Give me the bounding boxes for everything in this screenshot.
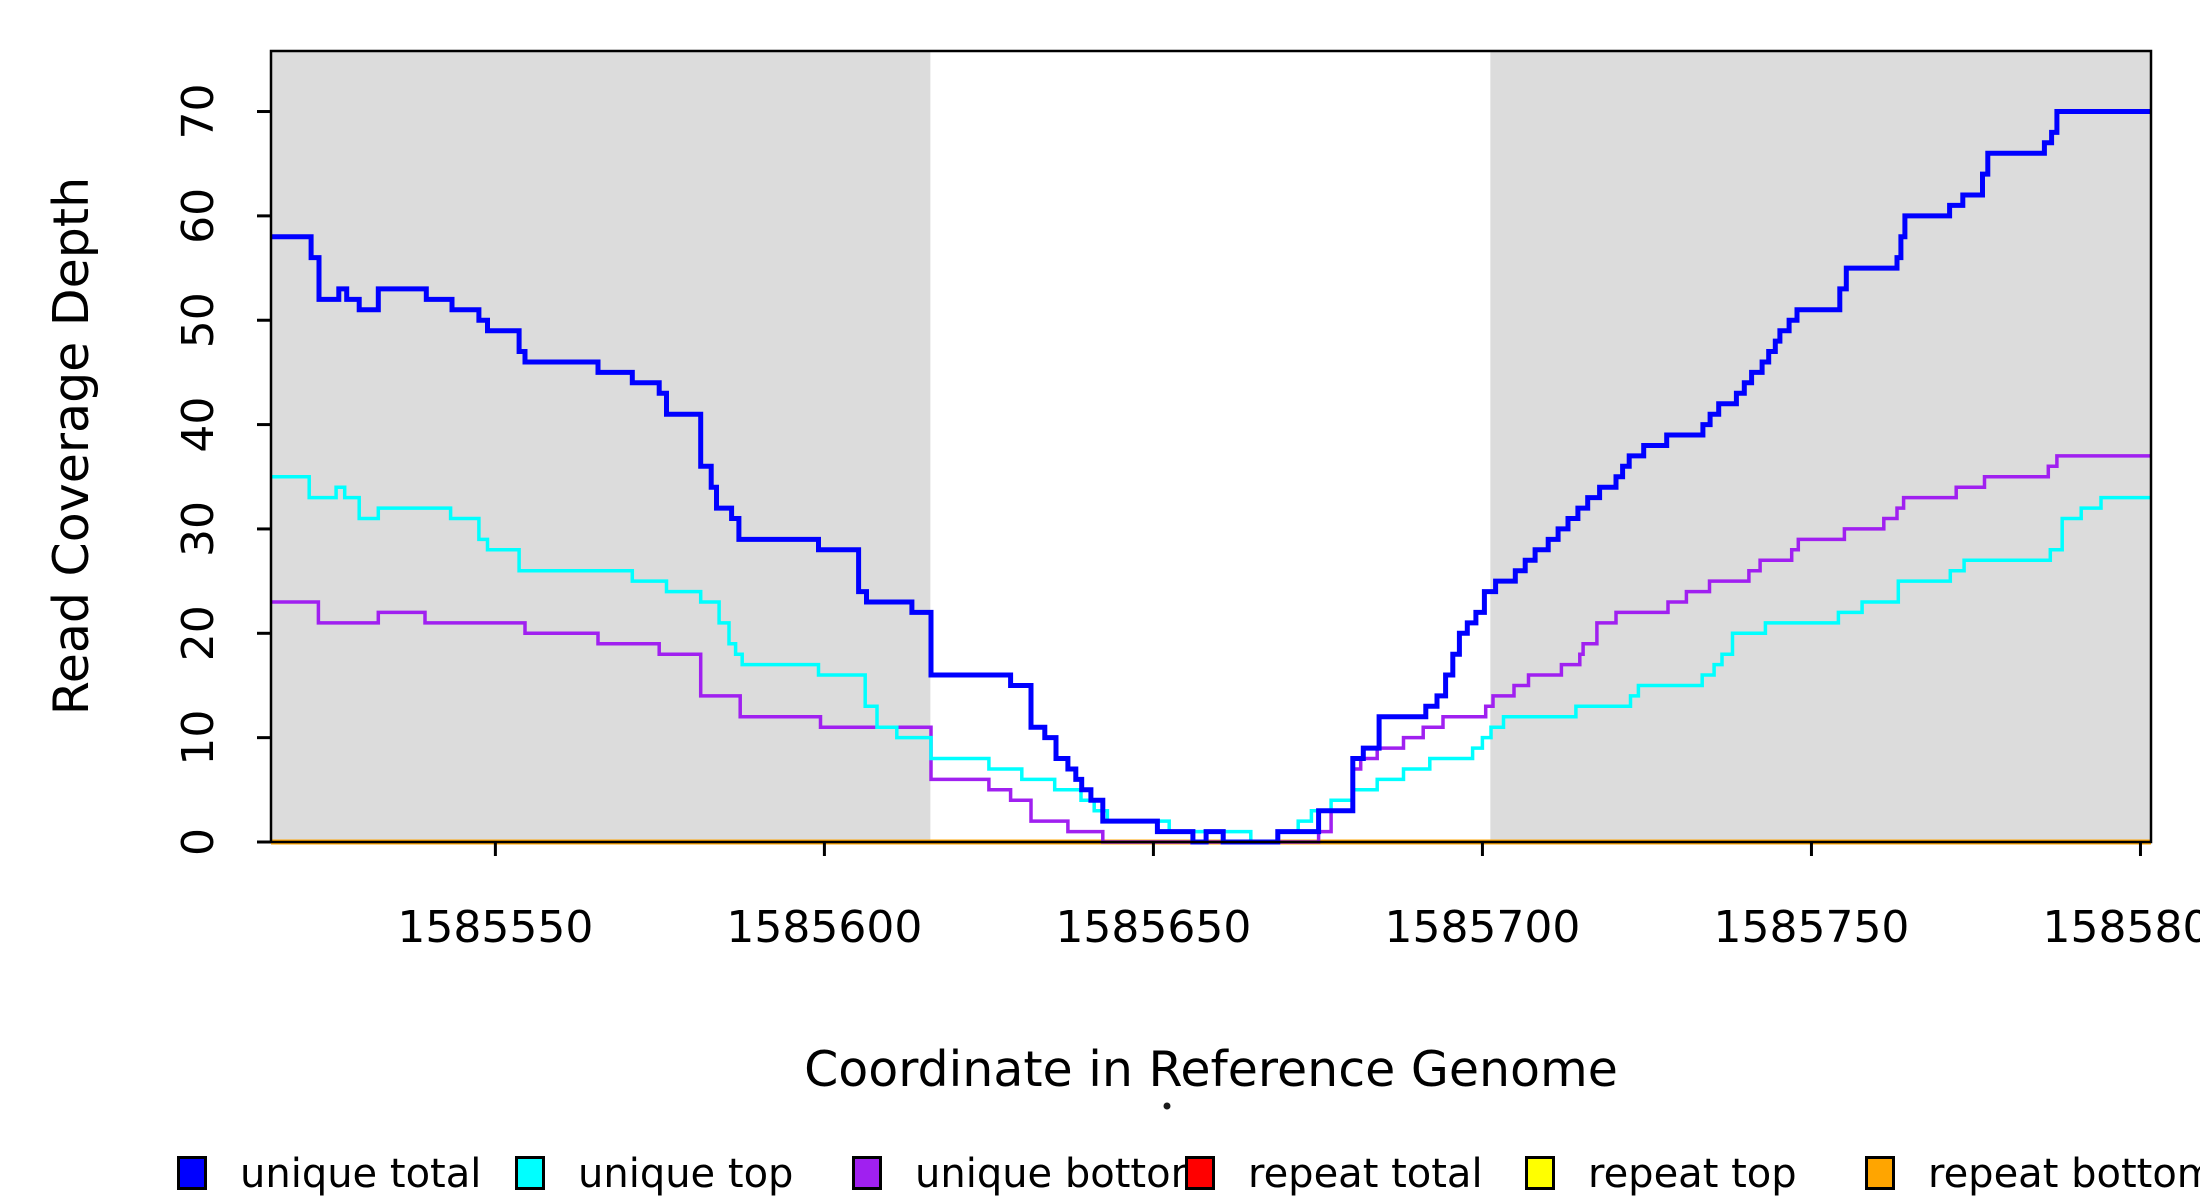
series-line-unique-total (271, 109, 2151, 845)
legend-item-repeat-bottom: repeat bottom (1865, 1151, 2200, 1197)
plot-frame (269, 49, 2153, 844)
stray-dot (1163, 1102, 1171, 1110)
legend-swatch (515, 1156, 545, 1190)
shaded-band (1490, 51, 2151, 842)
x-axis-title: Coordinate in Reference Genome (804, 1041, 1618, 1098)
legend-item-unique-total: unique total (177, 1151, 481, 1197)
stray-mark (1163, 1102, 1171, 1110)
legend-label: repeat total (1248, 1151, 1483, 1197)
legend-label: unique total (240, 1151, 481, 1197)
legend-label: repeat top (1588, 1151, 1797, 1197)
legend-item-unique-bottom: unique bottom (852, 1151, 1210, 1197)
y-tick-label: 30 (173, 501, 224, 557)
legend: unique total unique top unique bottom repea… (177, 1151, 2200, 1197)
x-tick-label: 1585550 (397, 902, 593, 953)
legend-label: unique top (578, 1151, 793, 1197)
legend-swatch (1525, 1156, 1555, 1190)
plot-box (269, 49, 2153, 844)
x-axis: 1585550 1585600 1585650 1585700 1585750 15858… (397, 842, 2200, 953)
y-tick-label: 60 (173, 188, 224, 244)
y-axis: 0 10 20 30 40 50 60 70 (173, 84, 271, 856)
legend-item-unique-top: unique top (515, 1151, 793, 1197)
y-tick-label: 10 (173, 710, 224, 766)
shaded-band (271, 51, 931, 842)
shaded-regions (271, 51, 2151, 842)
y-tick-label: 40 (173, 397, 224, 453)
y-tick-label: 0 (173, 828, 224, 856)
y-tick-label: 20 (173, 605, 224, 661)
x-tick-label: 1585650 (1055, 902, 1251, 953)
legend-label: unique bottom (915, 1151, 1210, 1197)
legend-label: repeat bottom (1928, 1151, 2200, 1197)
legend-swatch (177, 1156, 207, 1190)
legend-swatch (1185, 1156, 1215, 1190)
x-tick-label: 1585750 (1713, 902, 1909, 953)
legend-item-repeat-total: repeat total (1185, 1151, 1483, 1197)
legend-swatch (1865, 1156, 1895, 1190)
x-tick-label: 1585700 (1384, 902, 1580, 953)
legend-item-repeat-top: repeat top (1525, 1151, 1797, 1197)
x-tick-label: 1585600 (726, 902, 922, 953)
series-line-unique-bottom (271, 454, 2151, 844)
y-axis-title: Read Coverage Depth (43, 177, 100, 715)
y-tick-label: 50 (173, 292, 224, 348)
y-tick-label: 70 (173, 84, 224, 140)
legend-swatch (852, 1156, 882, 1190)
